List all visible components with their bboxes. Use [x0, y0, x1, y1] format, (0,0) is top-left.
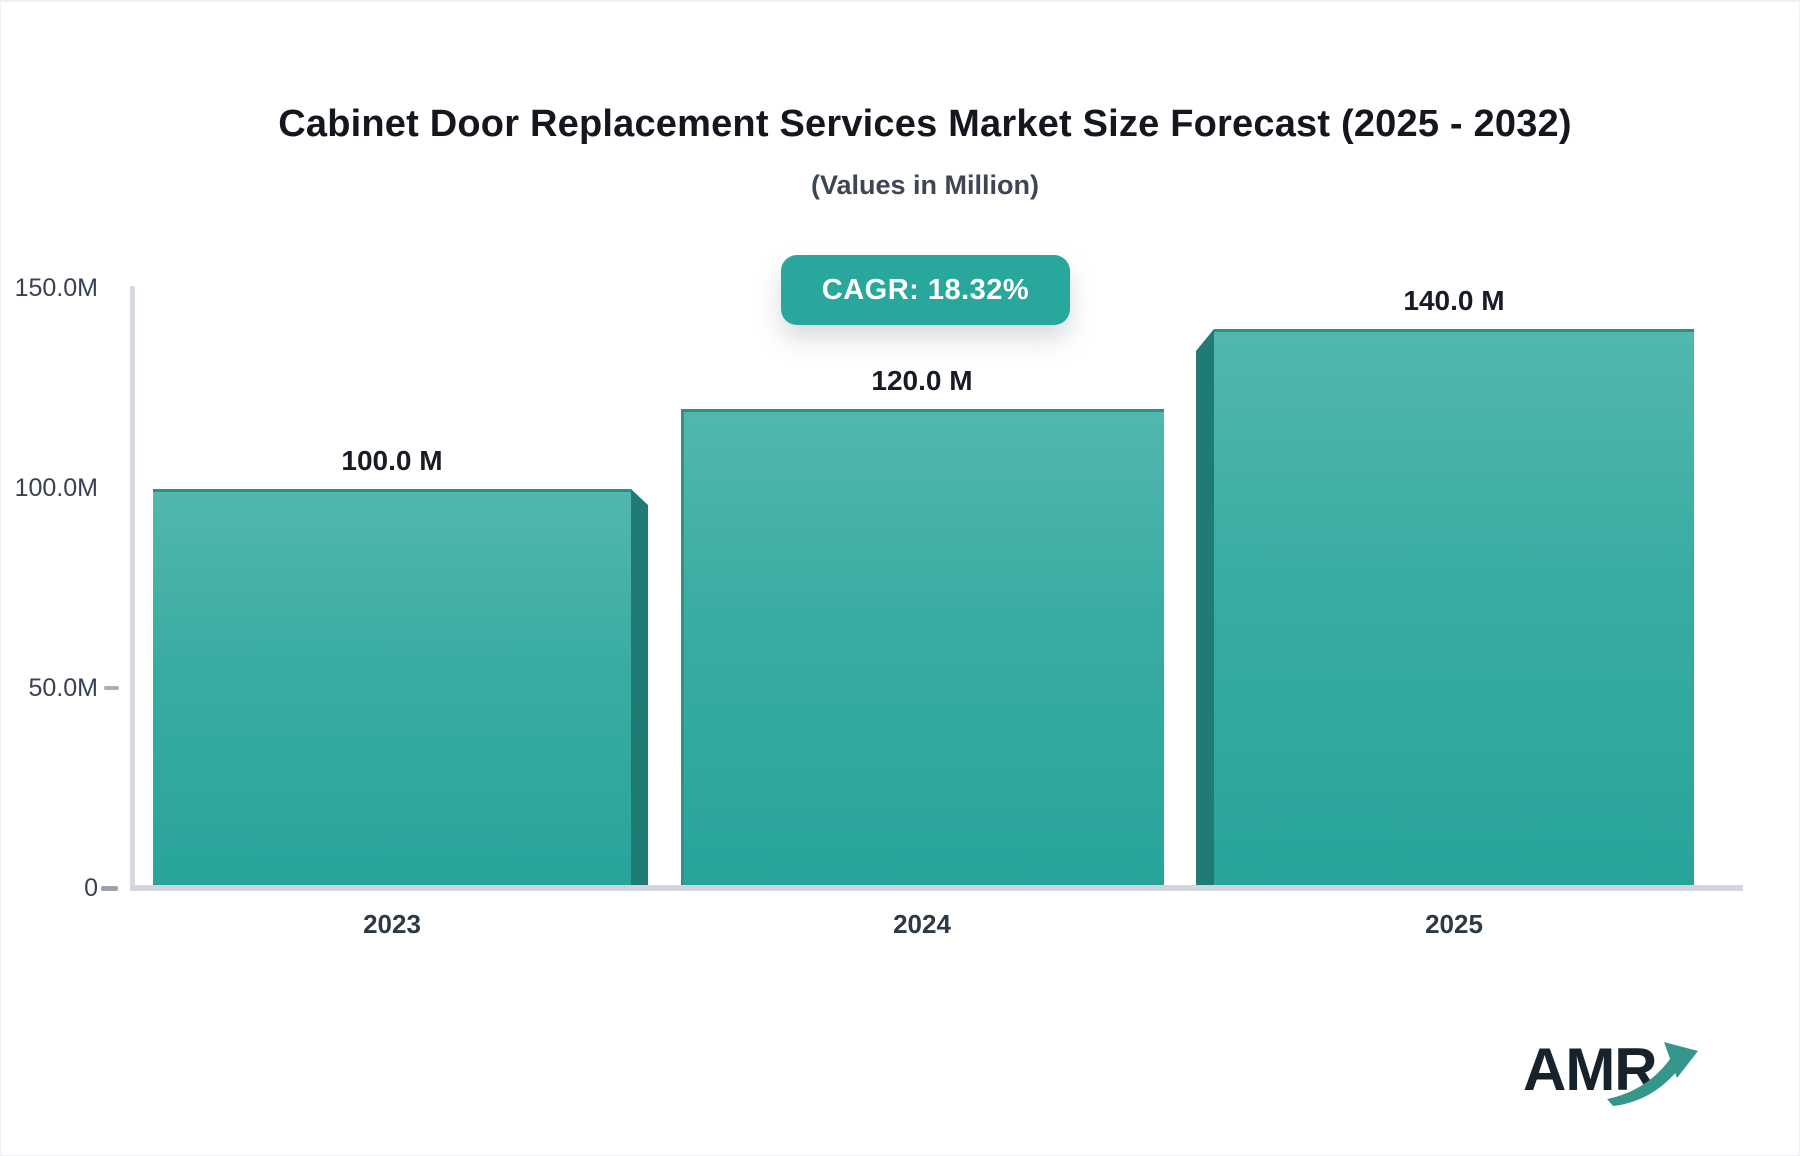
chart-title: Cabinet Door Replacement Services Market…	[278, 103, 1572, 145]
bar-2023[interactable]	[153, 489, 631, 888]
x-tick-label-2024: 2024	[893, 909, 951, 939]
y-tick-label-50m: 50.0M	[28, 674, 98, 702]
y-tick-label-0: 0	[84, 874, 98, 902]
x-axis-baseline	[130, 885, 1743, 891]
x-tick-label-2025: 2025	[1425, 909, 1483, 939]
bar-2025-side-face	[1196, 329, 1214, 888]
cagr-badge: CAGR: 18.32%	[781, 255, 1070, 325]
growth-arrow-icon	[1607, 1042, 1698, 1106]
bar-value-label-2023: 100.0 M	[341, 445, 443, 476]
y-axis-line	[130, 286, 135, 888]
bar-value-label-2025: 140.0 M	[1403, 285, 1505, 316]
bar-2024[interactable]	[681, 409, 1164, 888]
bar-2023-side-face	[631, 489, 648, 888]
amr-logo: AMR	[1523, 1036, 1698, 1106]
x-tick-label-2023: 2023	[363, 909, 421, 939]
y-tick-label-150m: 150.0M	[14, 274, 98, 302]
bar-2025[interactable]	[1214, 329, 1694, 888]
y-tick-dash-50m	[104, 686, 119, 690]
bar-value-label-2024: 120.0 M	[871, 365, 973, 396]
y-tick-dash-0	[101, 886, 118, 891]
chart-subtitle: (Values in Million)	[810, 170, 1040, 200]
y-tick-label-100m: 100.0M	[14, 474, 98, 502]
